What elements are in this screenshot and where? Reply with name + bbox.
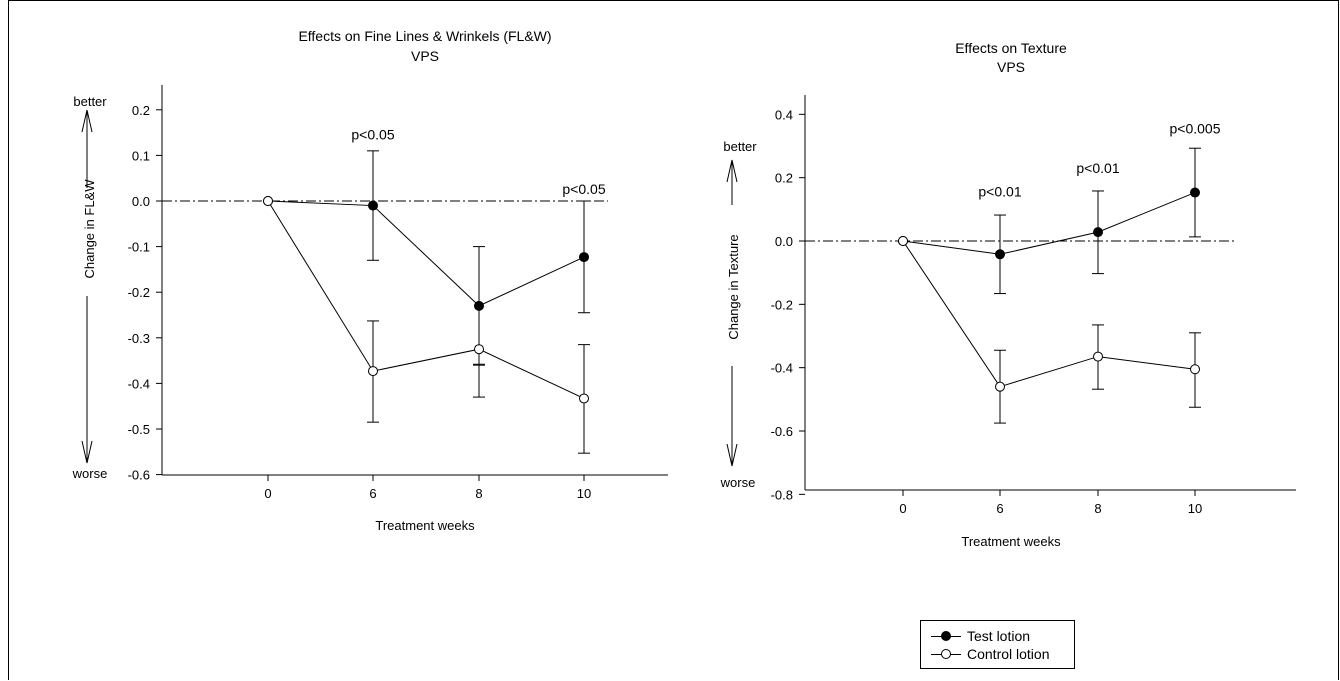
- y-tick-label: -0.3: [128, 331, 150, 346]
- x-tick-label: 6: [369, 486, 376, 501]
- series-line: [267, 200, 585, 307]
- data-point: [898, 236, 908, 246]
- y-tick-label: 0.0: [132, 194, 150, 209]
- x-tick-label: 10: [577, 486, 591, 501]
- data-point: [995, 381, 1005, 392]
- y-tick-label: -0.2: [771, 297, 793, 312]
- chart-title: Effects on Texture: [955, 40, 1067, 56]
- legend-item-control: Control lotion: [921, 645, 1074, 663]
- x-tick-label: 0: [899, 501, 906, 516]
- y-tick-label: -0.1: [128, 240, 150, 255]
- data-point: [579, 252, 589, 263]
- filled-circle-icon: [941, 631, 951, 641]
- significance-label: p<0.01: [978, 184, 1021, 200]
- up-arrow-icon: [726, 159, 738, 183]
- down-arrow-icon: [726, 443, 738, 467]
- x-tick-label: 0: [264, 486, 271, 501]
- significance-label: p<0.005: [1170, 120, 1221, 136]
- down-arrow-icon: [81, 440, 93, 464]
- chart-subtitle: VPS: [411, 48, 439, 64]
- x-tick-label: 6: [996, 501, 1003, 516]
- y-tick-label: 0.2: [132, 103, 150, 118]
- data-point: [1093, 351, 1103, 362]
- data-point: [1190, 187, 1200, 198]
- y-tick-label: -0.4: [771, 361, 793, 376]
- y-tick-label: -0.6: [771, 424, 793, 439]
- data-point: [995, 249, 1005, 260]
- chart-fine-lines: Effects on Fine Lines & Wrinkels (FL&W) …: [72, 28, 668, 533]
- data-point: [1093, 227, 1103, 238]
- better-label: better: [723, 139, 757, 154]
- y-tick-label: -0.2: [128, 285, 150, 300]
- significance-label: p<0.05: [351, 126, 394, 142]
- y-tick-label: -0.5: [128, 422, 150, 437]
- open-circle-icon: [941, 649, 951, 659]
- data-point: [474, 300, 484, 311]
- worse-label: worse: [72, 466, 108, 481]
- plot-area: 0.4 0.2 0.0 -0.2 -0.4 -0.6 -0.8 0 6 8 10 p<0.01 p<0.…: [726, 95, 1296, 516]
- data-point: [263, 196, 273, 206]
- y-tick-label: -0.4: [128, 376, 150, 391]
- better-label: better: [73, 94, 107, 109]
- worse-label: worse: [720, 475, 756, 490]
- data-point: [1190, 364, 1200, 375]
- legend-label: Test lotion: [967, 628, 1031, 644]
- y-tick-label: -0.8: [771, 487, 793, 502]
- data-point: [474, 344, 484, 355]
- y-tick-label: 0.1: [132, 148, 150, 163]
- figure-frame: [8, 0, 1339, 680]
- plot-area: 0.2 0.1 0.0 -0.1 -0.2 -0.3 -0.4 -0.5 -0.6 0 6 8 10 p<…: [81, 85, 668, 501]
- data-point: [368, 200, 378, 211]
- up-arrow-icon: [81, 109, 93, 133]
- chart-title: Effects on Fine Lines & Wrinkels (FL&W): [298, 28, 551, 44]
- x-tick-label: 8: [475, 486, 482, 501]
- x-tick-label: 10: [1188, 501, 1202, 516]
- chart-texture: Effects on Texture VPS Treatment weeks b…: [720, 40, 1296, 549]
- series-line: [902, 192, 1196, 255]
- y-axis-label: Change in Texture: [726, 234, 741, 339]
- legend: Test lotion Control lotion: [920, 620, 1075, 669]
- series-line: [267, 200, 585, 399]
- legend-label: Control lotion: [967, 646, 1050, 662]
- y-tick-label: 0.4: [775, 107, 793, 122]
- y-tick-label: -0.6: [128, 468, 150, 483]
- data-point: [579, 393, 589, 404]
- significance-label: p<0.01: [1076, 160, 1119, 176]
- y-axis-label: Change in FL&W: [82, 179, 97, 279]
- y-tick-label: 0.2: [775, 171, 793, 186]
- chart-subtitle: VPS: [997, 59, 1025, 75]
- legend-item-test: Test lotion: [921, 627, 1074, 645]
- x-axis-label: Treatment weeks: [961, 534, 1061, 549]
- series-line: [902, 240, 1196, 388]
- data-point: [368, 366, 378, 377]
- y-tick-label: 0.0: [775, 234, 793, 249]
- significance-label: p<0.05: [562, 181, 605, 197]
- x-axis-label: Treatment weeks: [375, 518, 475, 533]
- x-tick-label: 8: [1094, 501, 1101, 516]
